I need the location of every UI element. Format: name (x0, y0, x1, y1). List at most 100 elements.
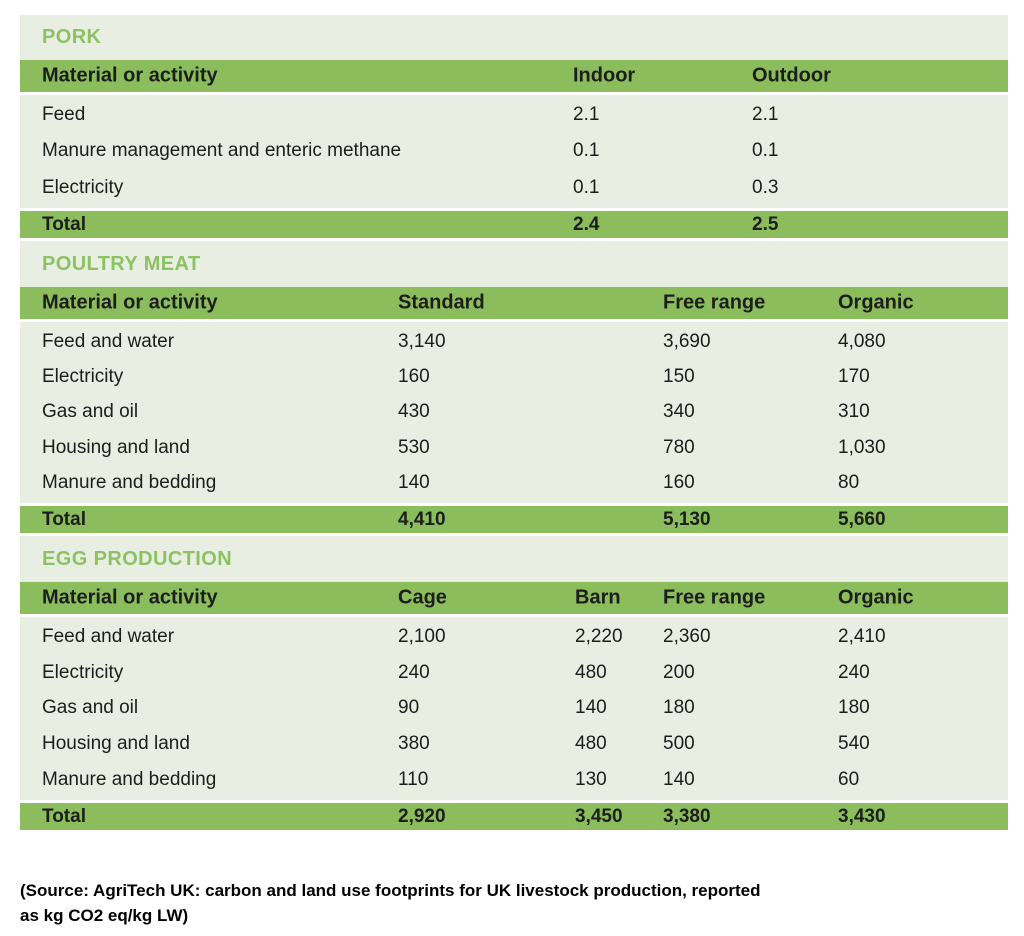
poultry-header-row: Material or activity Standard Free range… (20, 287, 1008, 322)
value-cell: 2,100 (398, 625, 446, 647)
row-label: Housing and land (42, 436, 190, 458)
total-label: Total (42, 805, 86, 827)
pork-table: PORK Material or activity Indoor Outdoor… (20, 15, 1008, 241)
total-value: 3,450 (575, 805, 623, 827)
column-header-material: Material or activity (42, 291, 218, 314)
egg-production-table: EGG PRODUCTION Material or activity Cage… (20, 536, 1008, 833)
value-cell: 1,030 (838, 436, 886, 458)
row-label: Gas and oil (42, 401, 139, 423)
total-value: 2,920 (398, 805, 446, 827)
row-label: Manure and bedding (42, 769, 217, 791)
column-header-free-range: Free range (663, 291, 766, 314)
column-header-free-range: Free range (663, 586, 766, 609)
value-cell: 60 (838, 769, 860, 791)
source-note-line-1: (Source: AgriTech UK: carbon and land us… (20, 881, 761, 900)
value-cell: 480 (575, 661, 607, 683)
value-cell: 110 (398, 769, 429, 791)
table-row: Electricity 240 480 200 240 (20, 659, 1008, 687)
poultry-total-row: Total 4,410 5,130 5,660 (20, 503, 1008, 536)
row-label: Electricity (42, 661, 124, 683)
value-cell: 530 (398, 436, 430, 458)
table-row: Feed and water 3,140 3,690 4,080 (20, 328, 1008, 356)
column-header-outdoor: Outdoor (752, 64, 831, 87)
value-cell: 0.1 (752, 140, 779, 162)
row-label: Electricity (42, 366, 124, 388)
value-cell: 480 (575, 733, 607, 755)
value-cell: 140 (575, 697, 607, 719)
total-value: 2.4 (573, 213, 600, 235)
value-cell: 2,220 (575, 625, 623, 647)
value-cell: 2.1 (573, 104, 600, 126)
value-cell: 0.3 (752, 176, 779, 198)
value-cell: 130 (575, 769, 607, 791)
value-cell: 2,410 (838, 625, 886, 647)
table-row: Electricity 0.1 0.3 (20, 174, 1008, 202)
value-cell: 140 (663, 769, 695, 791)
table-row: Electricity 160 150 170 (20, 363, 1008, 391)
value-cell: 2.1 (752, 104, 779, 126)
value-cell: 90 (398, 697, 420, 719)
value-cell: 780 (663, 436, 695, 458)
total-value: 3,430 (838, 805, 886, 827)
value-cell: 3,140 (398, 330, 446, 352)
value-cell: 180 (838, 697, 870, 719)
value-cell: 150 (663, 366, 695, 388)
row-label: Manure management and enteric methane (42, 140, 402, 162)
tables-panel: PORK Material or activity Indoor Outdoor… (20, 15, 1008, 833)
source-note: (Source: AgriTech UK: carbon and land us… (20, 878, 761, 928)
poultry-section-title: POULTRY MEAT (42, 252, 201, 275)
pork-header-row: Material or activity Indoor Outdoor (20, 60, 1008, 95)
table-row: Manure and bedding 140 160 80 (20, 469, 1008, 497)
row-label: Feed and water (42, 625, 175, 647)
table-row: Housing and land 530 780 1,030 (20, 434, 1008, 462)
table-row: Manure and bedding 110 130 140 60 (20, 766, 1008, 794)
table-row: Housing and land 380 480 500 540 (20, 730, 1008, 758)
row-label: Manure and bedding (42, 472, 217, 494)
value-cell: 170 (838, 366, 870, 388)
value-cell: 240 (838, 661, 870, 683)
value-cell: 160 (398, 366, 430, 388)
table-row: Feed and water 2,100 2,220 2,360 2,410 (20, 623, 1008, 651)
value-cell: 0.1 (573, 176, 600, 198)
pork-total-row: Total 2.4 2.5 (20, 208, 1008, 241)
poultry-meat-table: POULTRY MEAT Material or activity Standa… (20, 241, 1008, 536)
value-cell: 310 (838, 401, 870, 423)
value-cell: 540 (838, 733, 870, 755)
column-header-indoor: Indoor (573, 64, 636, 87)
table-row: Feed 2.1 2.1 (20, 101, 1008, 129)
value-cell: 140 (398, 472, 430, 494)
column-header-material: Material or activity (42, 586, 218, 609)
value-cell: 380 (398, 733, 430, 755)
column-header-organic: Organic (838, 586, 914, 609)
row-label: Gas and oil (42, 697, 139, 719)
value-cell: 4,080 (838, 330, 886, 352)
column-header-standard: Standard (398, 291, 485, 314)
column-header-barn: Barn (575, 586, 621, 609)
column-header-material: Material or activity (42, 64, 218, 87)
value-cell: 200 (663, 661, 695, 683)
value-cell: 500 (663, 733, 695, 755)
column-header-organic: Organic (838, 291, 914, 314)
egg-section-title: EGG PRODUCTION (42, 547, 233, 570)
table-row: Gas and oil 430 340 310 (20, 398, 1008, 426)
total-label: Total (42, 213, 86, 235)
value-cell: 160 (663, 472, 695, 494)
pork-section-title: PORK (42, 26, 102, 48)
egg-table-body: Feed and water 2,100 2,220 2,360 2,410 E… (20, 617, 1008, 800)
row-label: Feed and water (42, 330, 175, 352)
total-value: 2.5 (752, 213, 779, 235)
source-note-line-2: as kg CO2 eq/kg LW) (20, 906, 189, 925)
value-cell: 340 (663, 401, 695, 423)
value-cell: 3,690 (663, 330, 711, 352)
value-cell: 240 (398, 661, 430, 683)
total-value: 5,660 (838, 508, 886, 530)
egg-header-row: Material or activity Cage Barn Free rang… (20, 582, 1008, 617)
value-cell: 2,360 (663, 625, 711, 647)
row-label: Electricity (42, 176, 124, 198)
pork-table-body: Feed 2.1 2.1 Manure management and enter… (20, 95, 1008, 208)
egg-total-row: Total 2,920 3,450 3,380 3,430 (20, 800, 1008, 833)
value-cell: 180 (663, 697, 695, 719)
total-value: 3,380 (663, 805, 711, 827)
value-cell: 430 (398, 401, 430, 423)
total-value: 5,130 (663, 508, 711, 530)
